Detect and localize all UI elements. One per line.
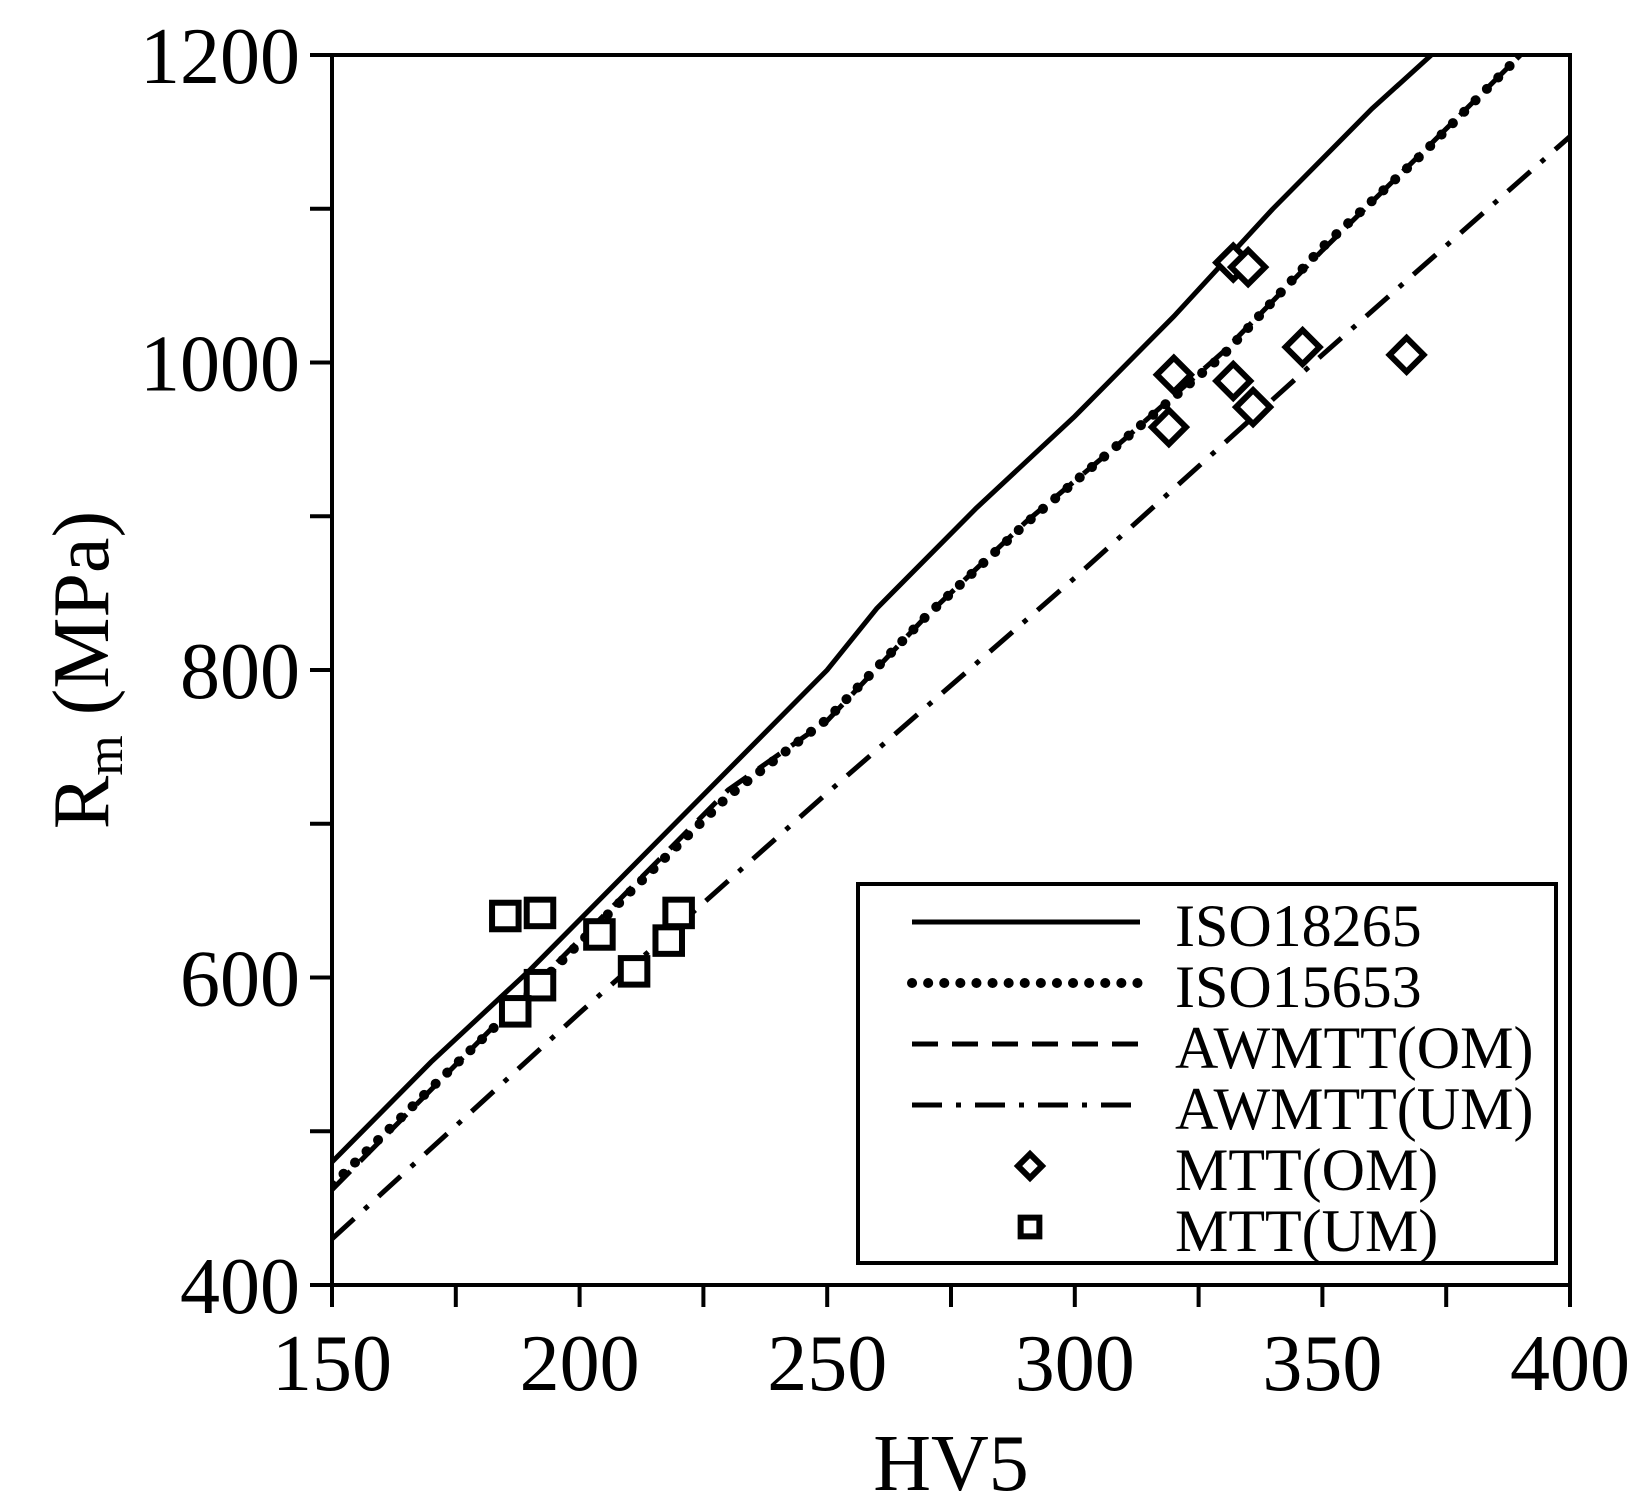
- legend-swatch-diamond: [1013, 1149, 1047, 1183]
- data-point-square: [489, 899, 522, 933]
- x-tick-label: 350: [1262, 1320, 1382, 1408]
- x-tick-label: 400: [1510, 1320, 1630, 1408]
- legend: ISO18265ISO15653AWMTT(OM)AWMTT(UM)MTT(OM…: [856, 882, 1558, 1265]
- data-point-diamond: [1212, 359, 1255, 403]
- data-point-square: [583, 918, 616, 951]
- data-point-square: [617, 955, 651, 988]
- x-tick-label: 200: [520, 1320, 640, 1408]
- legend-label: MTT(OM): [1175, 1137, 1438, 1203]
- data-point-square: [523, 968, 557, 1002]
- legend-label: AWMTT(OM): [1175, 1015, 1533, 1081]
- data-point-diamond: [1281, 325, 1324, 369]
- legend-label: ISO15653: [1175, 954, 1422, 1020]
- x-tick-label: 250: [767, 1320, 887, 1408]
- legend-label: ISO18265: [1175, 893, 1422, 959]
- axis-ticks: [310, 53, 1572, 1307]
- data-point-diamond: [1226, 245, 1270, 289]
- y-axis-title-main: R: [38, 775, 126, 829]
- plot-markers: [489, 241, 1428, 1028]
- data-point-square: [662, 896, 695, 930]
- axis-tick-labels: 150 200 250 300 350 400 400 600 800 1000 1200: [140, 13, 1630, 1408]
- data-point-diamond: [1231, 385, 1275, 429]
- y-tick-label: 400: [180, 1243, 300, 1331]
- y-tick-label: 800: [180, 628, 300, 716]
- y-axis-title-subscript: m: [77, 735, 134, 775]
- legend-items: ISO18265ISO15653AWMTT(OM)AWMTT(UM)MTT(OM…: [907, 893, 1533, 1264]
- legend-box: [856, 882, 1558, 1265]
- legend-swatch-square: [1017, 1214, 1043, 1240]
- data-point-square: [498, 995, 532, 1028]
- data-point-diamond: [1147, 405, 1191, 449]
- legend-label: AWMTT(UM): [1175, 1076, 1533, 1142]
- legend-label: MTT(UM): [1175, 1198, 1438, 1264]
- y-tick-label: 1200: [140, 13, 300, 101]
- y-tick-label: 600: [180, 936, 300, 1024]
- data-point-square: [523, 896, 557, 930]
- y-axis-title: Rm (MPa): [38, 511, 134, 829]
- series-line-awmtt-um: [332, 134, 1570, 1241]
- data-point-diamond: [1152, 353, 1196, 397]
- data-point-square: [652, 924, 685, 957]
- y-axis-title-unit: (MPa): [38, 511, 126, 735]
- x-tick-label: 150: [272, 1320, 392, 1408]
- x-axis-title: HV5: [873, 1420, 1029, 1502]
- x-tick-label: 300: [1015, 1320, 1135, 1408]
- data-point-diamond: [1385, 333, 1428, 377]
- y-tick-label: 1000: [140, 321, 300, 409]
